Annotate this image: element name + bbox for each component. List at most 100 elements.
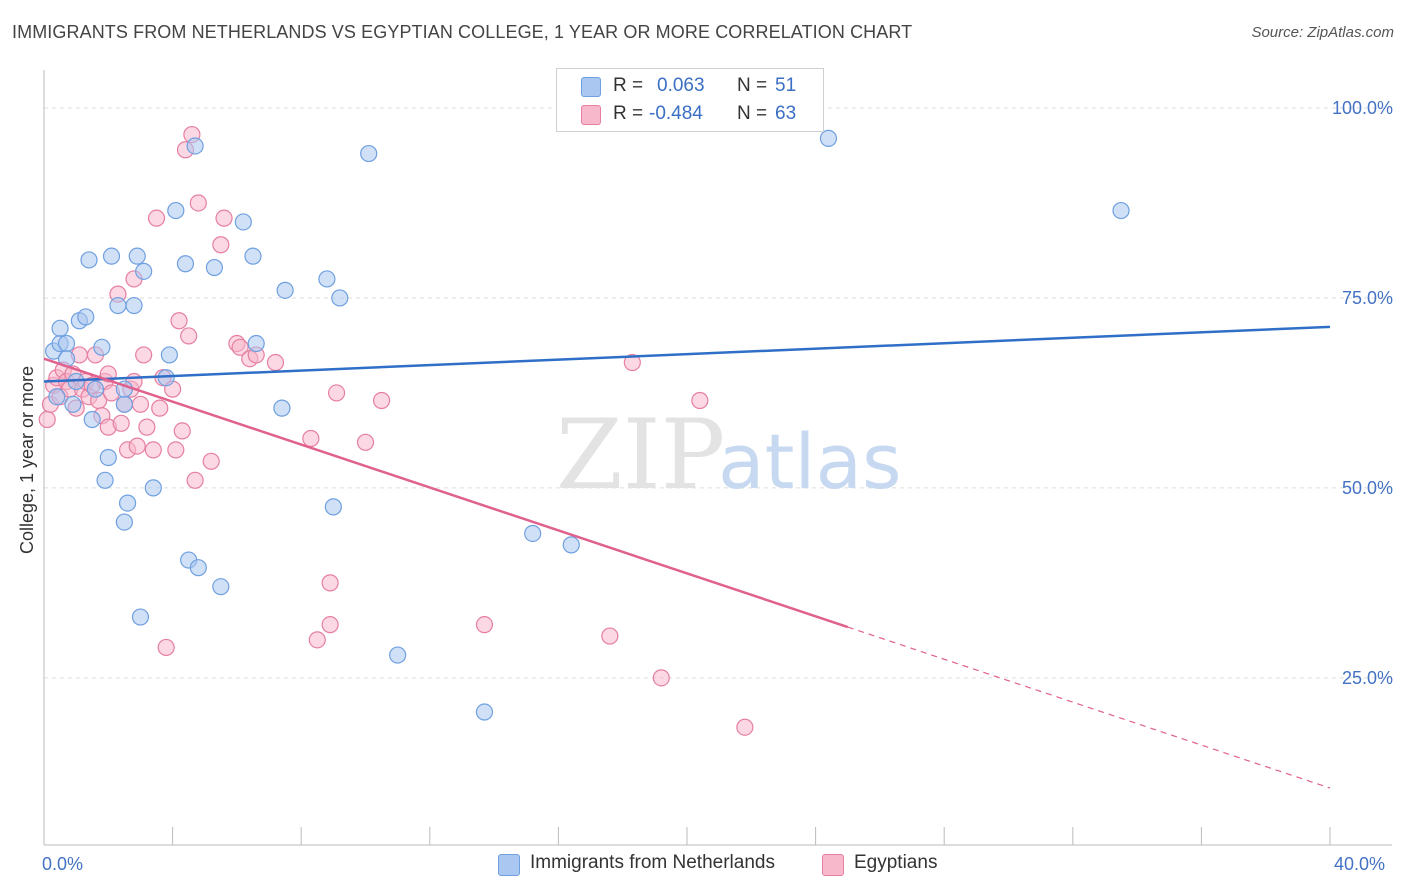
data-point bbox=[302, 429, 320, 448]
data-point bbox=[102, 247, 121, 265]
legend-r-value: -0.484 bbox=[649, 103, 703, 124]
data-point bbox=[57, 334, 76, 353]
data-point bbox=[623, 353, 641, 372]
series-netherlands bbox=[45, 129, 1130, 721]
data-point bbox=[131, 395, 150, 413]
data-point bbox=[144, 441, 162, 459]
data-point bbox=[83, 410, 101, 429]
data-point bbox=[131, 608, 150, 626]
data-point bbox=[170, 312, 188, 330]
data-point bbox=[652, 669, 670, 687]
data-point bbox=[118, 494, 137, 512]
legend-n-label: N = bbox=[737, 103, 768, 124]
data-point bbox=[819, 129, 838, 147]
data-point bbox=[86, 380, 105, 398]
y-tick-label: 75.0% bbox=[1342, 288, 1393, 308]
bottom-legend-label: Immigrants from Netherlands bbox=[530, 852, 775, 873]
data-point bbox=[115, 513, 133, 531]
data-point bbox=[144, 479, 162, 497]
x-tick-right: 40.0% bbox=[1334, 854, 1385, 874]
data-point bbox=[212, 236, 230, 254]
data-point bbox=[128, 247, 146, 265]
data-point bbox=[180, 327, 198, 345]
data-point bbox=[189, 194, 207, 212]
data-point bbox=[247, 334, 265, 353]
data-point bbox=[475, 703, 494, 721]
data-point bbox=[96, 471, 114, 489]
watermark-atlas: atlas bbox=[718, 417, 902, 506]
data-point bbox=[64, 395, 82, 413]
data-point bbox=[389, 646, 407, 664]
data-point bbox=[80, 251, 98, 269]
data-point bbox=[234, 213, 252, 231]
data-point bbox=[324, 498, 342, 516]
data-point bbox=[331, 289, 349, 307]
data-point bbox=[93, 338, 111, 356]
series-egyptians bbox=[38, 125, 754, 736]
data-point bbox=[125, 296, 143, 315]
legend-n-value: 63 bbox=[775, 103, 797, 124]
data-point bbox=[327, 384, 346, 402]
legend-swatch-pink bbox=[581, 105, 601, 125]
bottom-legend-swatch-blue bbox=[498, 854, 520, 876]
data-point bbox=[321, 616, 339, 634]
data-point bbox=[212, 578, 230, 596]
data-point bbox=[176, 255, 195, 273]
data-point bbox=[186, 137, 204, 155]
data-point bbox=[189, 559, 207, 577]
data-point bbox=[1112, 201, 1130, 220]
data-point bbox=[524, 524, 542, 543]
data-point bbox=[276, 281, 294, 299]
data-point bbox=[273, 399, 291, 417]
legend-r-label: R = bbox=[613, 103, 644, 124]
legend-row-netherlands: R = 0.063 N = 51 bbox=[557, 73, 823, 99]
data-point bbox=[38, 410, 56, 429]
data-point bbox=[167, 441, 185, 459]
data-point bbox=[48, 388, 66, 406]
data-point bbox=[109, 296, 127, 315]
data-point bbox=[51, 319, 69, 337]
trend-lines bbox=[43, 325, 1331, 789]
data-point bbox=[112, 414, 130, 432]
data-point bbox=[244, 247, 262, 265]
legend-swatch-blue bbox=[581, 77, 601, 97]
data-point bbox=[318, 270, 336, 288]
axes bbox=[43, 70, 1392, 846]
x-tick-left: 0.0% bbox=[42, 854, 83, 874]
watermark: ZIP atlas bbox=[556, 399, 902, 511]
data-point bbox=[215, 209, 233, 227]
data-point bbox=[372, 391, 391, 410]
data-point bbox=[356, 433, 375, 451]
data-point bbox=[691, 391, 709, 410]
legend-r-label: R = bbox=[613, 75, 644, 96]
y-tick-label: 25.0% bbox=[1342, 668, 1393, 688]
trend-line-egyptians-extension bbox=[847, 626, 1331, 789]
data-point bbox=[160, 346, 178, 364]
data-point bbox=[186, 471, 204, 489]
y-tick-label: 100.0% bbox=[1332, 98, 1393, 118]
bottom-legend-swatch-pink bbox=[822, 854, 844, 876]
data-point bbox=[151, 399, 169, 417]
data-point bbox=[128, 437, 146, 455]
correlation-legend: R = 0.063 N = 51 R = -0.484 N = 63 bbox=[556, 68, 824, 132]
y-tick-labels: 100.0% 75.0% 50.0% 25.0% bbox=[1332, 98, 1393, 688]
data-point bbox=[135, 262, 153, 280]
trend-line-netherlands bbox=[43, 325, 1331, 383]
data-point bbox=[138, 418, 156, 436]
data-point bbox=[157, 638, 175, 657]
legend-r-value: 0.063 bbox=[657, 75, 705, 96]
data-point bbox=[736, 718, 754, 736]
data-point bbox=[173, 422, 191, 440]
data-point bbox=[475, 616, 494, 634]
legend-n-label: N = bbox=[737, 75, 768, 96]
data-point bbox=[202, 452, 220, 470]
data-point bbox=[601, 627, 619, 645]
legend-row-egyptians: R = -0.484 N = 63 bbox=[557, 101, 823, 127]
bottom-legend-label: Egyptians bbox=[854, 852, 938, 873]
data-point bbox=[77, 308, 95, 326]
data-point bbox=[205, 258, 223, 277]
data-point bbox=[321, 574, 339, 592]
grid-lines bbox=[44, 107, 1392, 679]
data-point bbox=[147, 209, 166, 227]
